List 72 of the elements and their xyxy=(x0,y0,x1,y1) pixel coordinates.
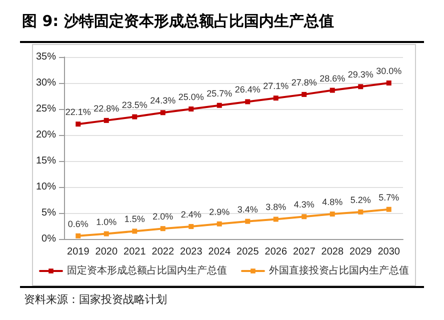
data-label: 3.8% xyxy=(266,202,286,212)
x-tick-label: 2026 xyxy=(264,246,288,258)
y-tick-label: 20% xyxy=(36,130,56,140)
point xyxy=(216,102,222,108)
point xyxy=(245,99,250,104)
text: 资料来源：国家投资战略计划 xyxy=(24,292,167,307)
y-tick-label: 0% xyxy=(42,234,56,244)
point xyxy=(330,88,335,93)
data-label: 27.8% xyxy=(291,77,317,88)
data-label: 24.3% xyxy=(150,96,176,106)
data-label: 3.4% xyxy=(237,204,258,214)
legend-label: 外国直接投资占比国内生产总值 xyxy=(269,264,409,276)
x-tick-label: 2029 xyxy=(350,246,372,258)
point xyxy=(132,228,138,234)
point xyxy=(386,206,392,212)
data-label: 22.1% xyxy=(65,107,91,118)
point xyxy=(216,221,222,226)
point xyxy=(302,92,307,97)
data-label: 2.0% xyxy=(152,212,174,222)
x-tick-label: 2019 xyxy=(67,246,90,258)
point xyxy=(132,114,138,120)
x-tick-label: 2021 xyxy=(124,246,146,258)
x-tick-label: 2020 xyxy=(95,246,118,258)
data-label: 28.6% xyxy=(320,73,346,84)
y-tick-label: 15% xyxy=(36,156,56,166)
data-label: 22.8% xyxy=(94,103,120,114)
data-label: 26.4% xyxy=(234,84,260,95)
data-label: 5.2% xyxy=(350,194,371,205)
x-tick-label: 2027 xyxy=(293,246,316,258)
x-tick-label: 2022 xyxy=(152,246,174,258)
data-label: 2.4% xyxy=(180,210,202,220)
y-tick-label: 30% xyxy=(36,78,56,88)
data-label: 4.8% xyxy=(322,197,343,208)
data-label: 1.5% xyxy=(124,214,145,224)
data-label: 2.9% xyxy=(209,206,230,217)
data-label: 27.1% xyxy=(263,81,289,92)
y-tick-label: 10% xyxy=(36,182,56,192)
x-tick-label: 2030 xyxy=(378,246,400,258)
x-tick-label: 2028 xyxy=(321,246,344,258)
data-label: 23.5% xyxy=(122,100,148,110)
point xyxy=(358,84,364,90)
data-label: 5.7% xyxy=(378,192,400,202)
point xyxy=(358,209,364,214)
point xyxy=(76,233,81,238)
data-label: 1.0% xyxy=(96,216,117,227)
point xyxy=(273,96,278,101)
point xyxy=(160,226,166,232)
x-tick-label: 2024 xyxy=(208,246,231,258)
point xyxy=(245,218,250,224)
point xyxy=(330,212,335,217)
chart-title: 图 9: 沙特固定资本形成总额占比国内生产总值 xyxy=(22,12,334,31)
point xyxy=(273,216,278,222)
point xyxy=(104,118,109,123)
x-tick-label: 2023 xyxy=(180,246,203,258)
data-label: 30.0% xyxy=(376,66,402,76)
point xyxy=(302,214,307,220)
point xyxy=(188,224,194,230)
x-tick-label: 2025 xyxy=(236,246,260,258)
data-label: 29.3% xyxy=(348,70,374,80)
legend-label: 固定资本形成总额占比国内生产总值 xyxy=(67,264,227,276)
data-label: 25.0% xyxy=(178,92,204,102)
point xyxy=(160,110,166,116)
data-label: 0.6% xyxy=(68,218,88,229)
data-label: 4.3% xyxy=(294,200,314,210)
y-tick-label: 5% xyxy=(42,208,56,218)
point xyxy=(104,231,109,236)
y-tick-label: 35% xyxy=(36,52,56,62)
point xyxy=(76,122,81,127)
point xyxy=(386,80,392,86)
data-label: 25.7% xyxy=(206,88,232,98)
y-tick-label: 25% xyxy=(36,104,56,114)
point xyxy=(188,106,194,112)
